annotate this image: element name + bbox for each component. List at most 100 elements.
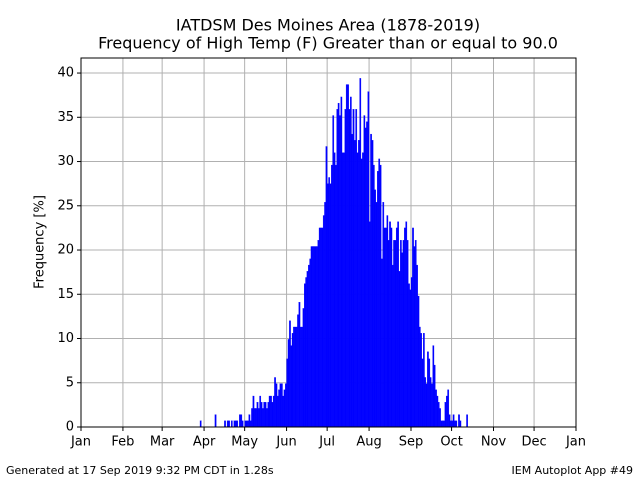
bar [267,402,270,428]
bar [341,152,344,428]
bar [240,414,243,428]
bar [290,345,293,428]
bar [447,389,450,428]
bar [345,84,348,428]
bar [263,402,266,428]
bar [423,333,425,428]
bar [432,345,435,428]
bar [253,408,256,428]
bar [360,158,363,428]
bar [297,314,299,428]
bar [383,227,386,428]
x-tick-label: Jun [275,435,296,450]
bar [367,91,370,428]
bar [374,189,376,428]
x-tick-label: Jan [565,435,586,450]
bar [435,389,437,428]
bar [378,158,381,428]
bar [450,420,452,428]
bar [304,283,306,428]
bar [285,383,287,428]
bar [466,414,468,428]
bar [272,395,275,428]
y-tick-label: 5 [66,375,74,390]
bar [451,420,454,428]
bar [385,227,387,428]
bar [389,221,391,428]
x-tick-label: Sep [399,435,424,450]
y-tick-label: 20 [57,243,74,258]
bar [302,308,305,428]
bar [294,326,297,428]
bar [437,402,440,428]
bar [398,271,401,428]
bar [439,408,441,428]
x-tick-label: Jan [70,435,91,450]
bar [310,246,313,428]
bar [258,408,260,428]
bar [414,240,417,428]
bar [199,420,202,428]
bar [316,246,318,428]
bar [436,395,439,428]
plot-frame [80,57,577,428]
bar [413,246,416,428]
bar [362,152,364,428]
y-tick-label: 0 [66,420,74,435]
bar [347,84,349,428]
bar [326,183,329,428]
bar [332,115,335,428]
bar [264,402,267,428]
bar [459,420,462,428]
bar [448,414,451,428]
bar [427,351,429,428]
bar [289,320,291,428]
bar [394,240,397,428]
bar [301,326,303,428]
bar [268,395,271,428]
bar [366,121,368,428]
bar [412,227,414,428]
bar [354,140,356,428]
bar [291,333,294,428]
bar [278,389,280,428]
bar [256,402,259,428]
bar [344,109,347,428]
bar [375,202,378,428]
bar [274,377,276,428]
bar [418,326,421,428]
bar [408,283,410,428]
bar [287,339,290,428]
bar [270,395,272,428]
bar [336,109,339,428]
bar [224,420,226,428]
bar [329,183,332,428]
bar [271,402,274,428]
footer-left: Generated at 17 Sep 2019 9:32 PM CDT in … [6,464,274,477]
bar [349,96,352,428]
x-tick-label: Dec [521,435,546,450]
bar [401,252,404,428]
bar [333,152,336,428]
bar [286,358,289,428]
bar [262,408,264,428]
bar [381,258,383,428]
chart-title: IATDSM Des Moines Area (1878-2019) [176,16,480,35]
bar [293,326,295,428]
bar [252,395,255,428]
bar [405,221,408,428]
bar [356,152,359,428]
bar [214,414,217,428]
bar [443,420,445,428]
bar [255,408,257,428]
x-tick-label: May [231,435,258,450]
bar [309,258,312,428]
bar [299,326,302,428]
bar [429,377,432,428]
bar [322,215,325,428]
bar [416,264,418,428]
bar [387,240,390,428]
x-tick-label: Aug [356,435,381,450]
bar [454,420,456,428]
bar [382,202,385,428]
